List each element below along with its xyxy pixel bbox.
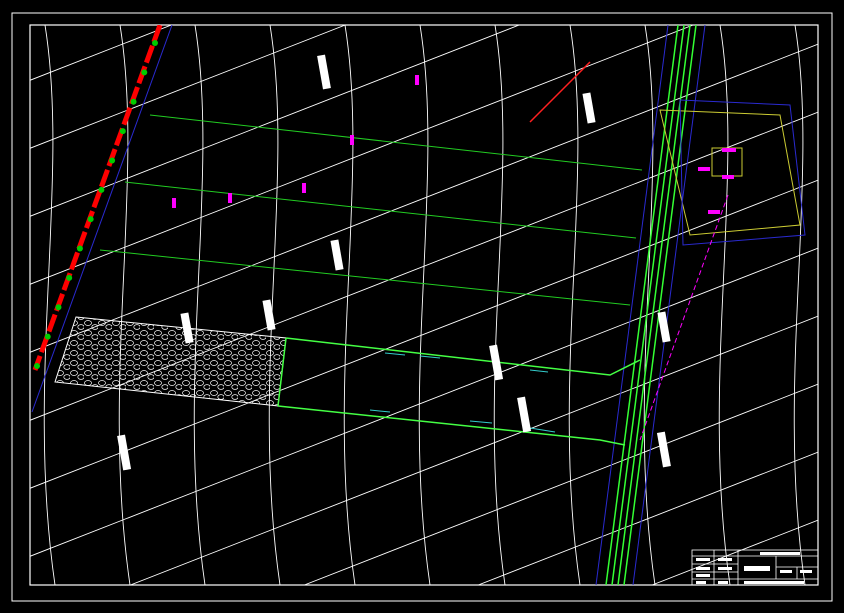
contour-line (793, 25, 806, 585)
red-leader-line (529, 61, 591, 123)
grid-line (30, 179, 818, 489)
section-line (99, 249, 631, 306)
boundary-marker (119, 128, 126, 135)
boundary-marker (66, 274, 73, 281)
contour-line (643, 25, 656, 585)
contour-line (193, 25, 206, 585)
contour-line (118, 25, 131, 585)
road-edge-right (632, 25, 706, 585)
boundary-marker (130, 98, 137, 105)
channel-edge-bottom (277, 405, 626, 446)
boundary-marker (55, 304, 62, 311)
boundary-marker (76, 245, 83, 252)
survey-labels (117, 54, 671, 471)
boundary-marker (141, 69, 148, 76)
boundary-marker (98, 186, 105, 193)
contour-line (268, 25, 281, 585)
road-edge-left (595, 25, 669, 585)
boundary-line (32, 25, 163, 371)
site-outline (679, 99, 806, 246)
road-line (623, 25, 697, 585)
road-line (605, 25, 679, 585)
magenta-labels (172, 75, 736, 214)
boundary-marker (152, 40, 158, 46)
contour-line (418, 25, 431, 585)
pipeline-dashed (639, 194, 729, 441)
flow-arrow-group (369, 352, 556, 433)
boundary-marker (109, 157, 116, 164)
inner-frame (29, 24, 819, 586)
grid-line (652, 519, 818, 585)
contour-line (43, 25, 56, 585)
road-line (617, 25, 691, 585)
grid-line (30, 25, 346, 149)
contour-line (493, 25, 506, 585)
contour-line (343, 25, 356, 585)
grid-line (30, 25, 694, 285)
boundary-marker (34, 363, 40, 369)
section-line (124, 181, 637, 239)
grid-line (130, 315, 818, 585)
grid-line (30, 25, 520, 217)
outer-frame (11, 12, 833, 602)
boundary-markers (34, 40, 158, 369)
contour-line (718, 25, 731, 585)
coordinate-grid (30, 25, 818, 585)
section-line (149, 114, 643, 171)
grid-line (30, 247, 818, 557)
contour-line (568, 25, 581, 585)
boundary-marker (44, 333, 51, 340)
road-line (611, 25, 685, 585)
grid-line (30, 25, 172, 81)
building-outline (659, 109, 801, 236)
channel-end (277, 337, 287, 407)
boundary-marker (87, 216, 94, 223)
boundary-edge (31, 25, 173, 413)
title-block (691, 549, 819, 586)
grid-line (304, 383, 818, 585)
channel-edge-top (285, 337, 641, 376)
